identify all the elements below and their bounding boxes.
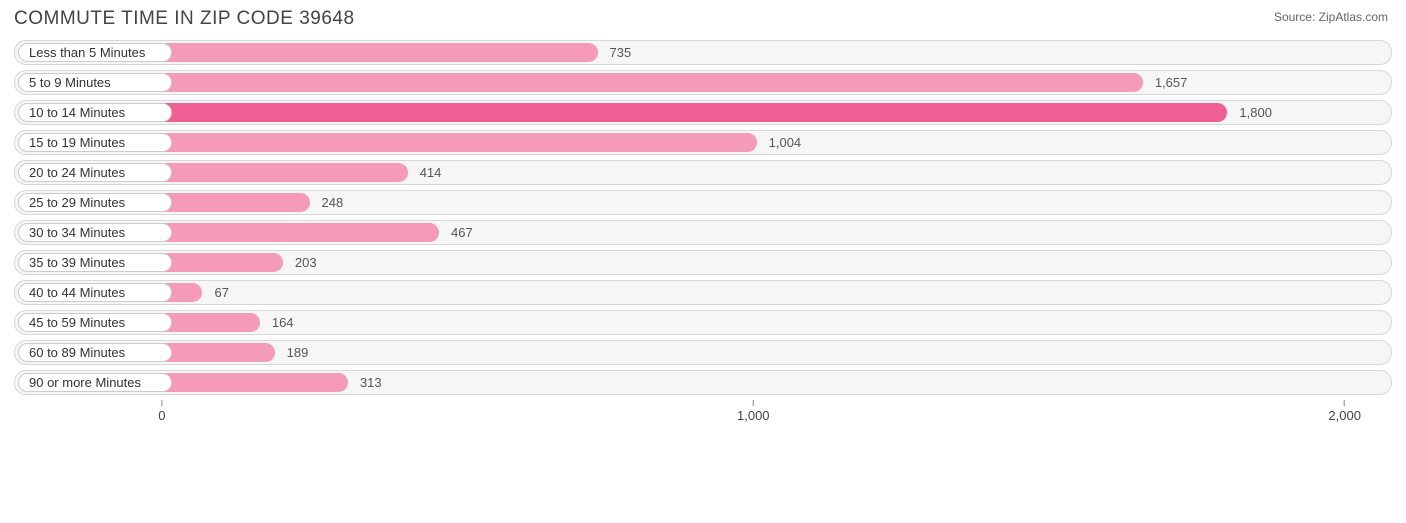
bar-track: 90 or more Minutes 313 (14, 370, 1392, 395)
value-label: 1,657 (1147, 71, 1196, 94)
value-label: 414 (412, 161, 450, 184)
value-label: 467 (443, 221, 481, 244)
bar-track: 45 to 59 Minutes 164 (14, 310, 1392, 335)
value-label: 1,004 (761, 131, 810, 154)
tick-line (161, 400, 162, 406)
axis-tick: 0 (158, 400, 165, 423)
bar-row: 5 to 9 Minutes 1,657 (14, 70, 1392, 95)
category-label: 45 to 59 Minutes (18, 313, 172, 332)
bar-track: 25 to 29 Minutes 248 (14, 190, 1392, 215)
category-label: 20 to 24 Minutes (18, 163, 172, 182)
x-axis: 0 1,000 2,000 (14, 400, 1392, 428)
bar-row: 20 to 24 Minutes 414 (14, 160, 1392, 185)
bar-track: 35 to 39 Minutes 203 (14, 250, 1392, 275)
value-label: 248 (314, 191, 352, 214)
value-label: 313 (352, 371, 390, 394)
bar-row: 45 to 59 Minutes 164 (14, 310, 1392, 335)
tick-label: 0 (158, 408, 165, 423)
tick-line (1344, 400, 1345, 406)
category-label: Less than 5 Minutes (18, 43, 172, 62)
bar-fill (19, 73, 1143, 92)
bar-row: 35 to 39 Minutes 203 (14, 250, 1392, 275)
bar-row: 15 to 19 Minutes 1,004 (14, 130, 1392, 155)
bar-row: 90 or more Minutes 313 (14, 370, 1392, 395)
bar-track: 5 to 9 Minutes 1,657 (14, 70, 1392, 95)
category-label: 10 to 14 Minutes (18, 103, 172, 122)
tick-label: 1,000 (737, 408, 770, 423)
bar-track: 10 to 14 Minutes 1,800 (14, 100, 1392, 125)
value-label: 189 (279, 341, 317, 364)
bar-row: 60 to 89 Minutes 189 (14, 340, 1392, 365)
bar-row: 40 to 44 Minutes 67 (14, 280, 1392, 305)
bar-track: Less than 5 Minutes 735 (14, 40, 1392, 65)
axis-tick: 1,000 (737, 400, 770, 423)
category-label: 90 or more Minutes (18, 373, 172, 392)
value-label: 164 (264, 311, 302, 334)
category-label: 25 to 29 Minutes (18, 193, 172, 212)
value-label: 735 (602, 41, 640, 64)
value-label: 67 (206, 281, 236, 304)
category-label: 15 to 19 Minutes (18, 133, 172, 152)
category-label: 5 to 9 Minutes (18, 73, 172, 92)
chart-title: COMMUTE TIME IN ZIP CODE 39648 (14, 8, 355, 30)
bar-track: 30 to 34 Minutes 467 (14, 220, 1392, 245)
category-label: 35 to 39 Minutes (18, 253, 172, 272)
bar-track: 40 to 44 Minutes 67 (14, 280, 1392, 305)
bar-row: 10 to 14 Minutes 1,800 (14, 100, 1392, 125)
bar-row: 25 to 29 Minutes 248 (14, 190, 1392, 215)
value-label: 203 (287, 251, 325, 274)
bar-row: Less than 5 Minutes 735 (14, 40, 1392, 65)
bar-track: 15 to 19 Minutes 1,004 (14, 130, 1392, 155)
bar-fill (19, 103, 1227, 122)
tick-line (753, 400, 754, 406)
tick-label: 2,000 (1328, 408, 1361, 423)
category-label: 30 to 34 Minutes (18, 223, 172, 242)
axis-tick: 2,000 (1328, 400, 1361, 423)
bar-track: 60 to 89 Minutes 189 (14, 340, 1392, 365)
chart-header: COMMUTE TIME IN ZIP CODE 39648 Source: Z… (0, 0, 1406, 34)
chart-source: Source: ZipAtlas.com (1274, 8, 1388, 24)
bar-row: 30 to 34 Minutes 467 (14, 220, 1392, 245)
bar-chart: Less than 5 Minutes 735 5 to 9 Minutes 1,65… (0, 34, 1406, 395)
bar-track: 20 to 24 Minutes 414 (14, 160, 1392, 185)
category-label: 40 to 44 Minutes (18, 283, 172, 302)
category-label: 60 to 89 Minutes (18, 343, 172, 362)
value-label: 1,800 (1231, 101, 1280, 124)
